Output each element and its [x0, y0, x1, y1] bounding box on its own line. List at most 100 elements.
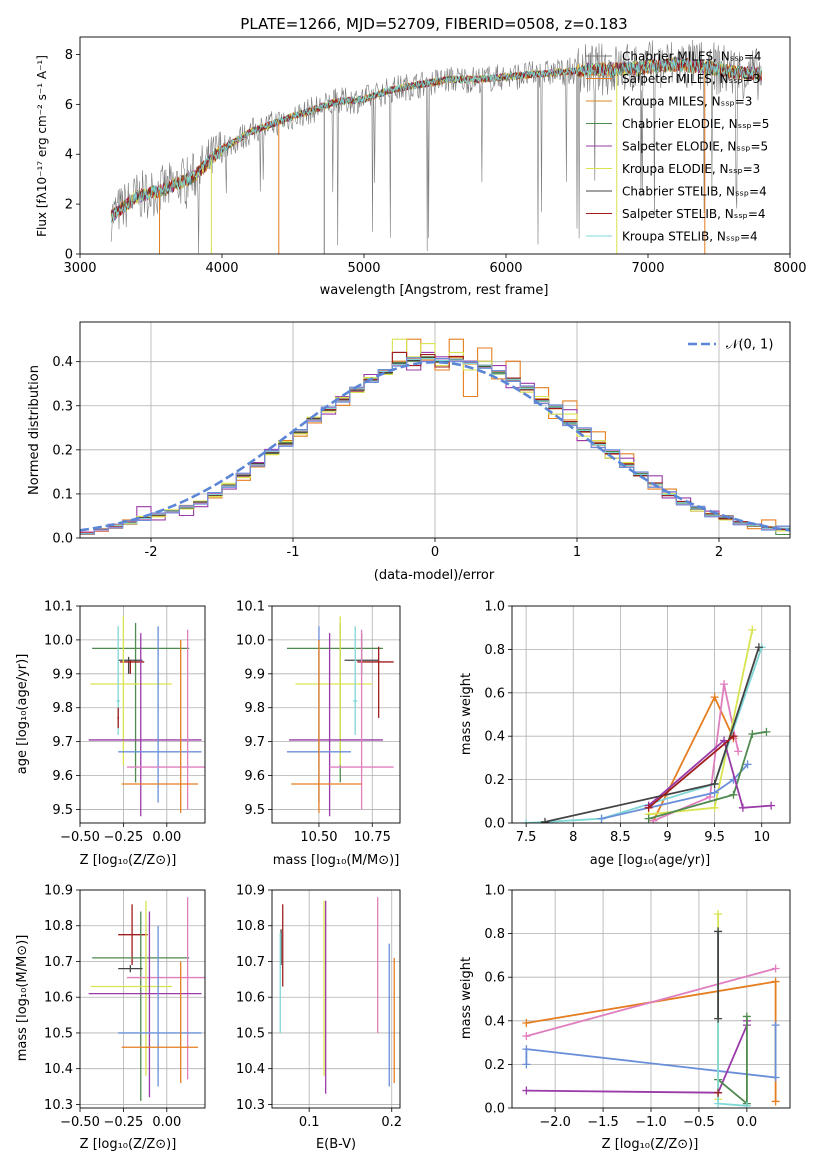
legend-label: Kroupa STELIB, Nₛₛₚ=4 — [622, 230, 758, 244]
mass-weight-marker — [540, 817, 549, 823]
axes-frame — [511, 889, 791, 1109]
y-tick-label: 0 — [65, 248, 73, 263]
y-tick-label: 10.3 — [44, 1098, 73, 1113]
x-tick-label: 0.0 — [737, 1115, 758, 1130]
errorbar-point — [118, 626, 202, 803]
y-tick-label: 4 — [65, 148, 73, 163]
y-tick-label: 0.3 — [52, 399, 73, 414]
errorbar-point — [118, 925, 202, 1087]
ageZ-ylabel: age [log₁₀(age/yr)] — [15, 654, 30, 775]
mass-weight-marker — [734, 747, 743, 756]
errorbar-point — [291, 639, 362, 813]
mass-vs-metallicity-panel: Z [log₁₀(Z/Z⊙)] mass [log₁₀(M/M⊙)] −0.50… — [15, 884, 206, 1152]
y-tick-label: 10.4 — [44, 1062, 73, 1077]
y-tick-label: 0.2 — [484, 1058, 505, 1073]
mass-weight-marker — [710, 803, 719, 812]
errorbar-point — [329, 629, 394, 810]
x-tick-label: 10.75 — [354, 830, 391, 845]
figure-title: PLATE=1266, MJD=52709, FIBERID=0508, z=0… — [240, 15, 627, 33]
legend-label: Chabrier MILES, Nₛₛₚ=4 — [622, 50, 762, 64]
mass-weight-marker — [738, 803, 747, 812]
ageM-xlabel: mass [log₁₀(M/M⊙)] — [273, 853, 400, 868]
y-tick-label: 10.0 — [44, 633, 73, 648]
y-tick-label: 9.8 — [244, 701, 265, 716]
y-tick-label: 8 — [65, 48, 73, 63]
errorbar-point — [118, 965, 143, 973]
mass-weight-marker — [710, 779, 719, 788]
mass-weight-marker — [743, 760, 752, 769]
y-tick-label: 10.0 — [236, 633, 265, 648]
mass-weight-marker — [710, 788, 719, 797]
mass-weight-marker — [771, 1073, 780, 1082]
x-tick-label: −0.5 — [683, 1115, 715, 1130]
x-tick-label: 6000 — [489, 261, 522, 276]
x-tick-label: 8 — [569, 830, 577, 845]
x-tick-label: 1 — [573, 545, 581, 560]
mass-weight-series — [717, 931, 747, 1107]
spectrum-xlabel: wavelength [Angstrom, rest frame] — [320, 283, 549, 298]
mass-weight-marker — [771, 964, 780, 973]
mass-weight-marker — [729, 732, 738, 741]
mass-weight-marker — [720, 680, 729, 689]
axes-frame — [79, 889, 206, 1109]
errorbar-point — [126, 897, 205, 1080]
errorbar-point — [88, 633, 202, 817]
x-tick-label: 8000 — [773, 261, 806, 276]
errorbar-point — [90, 616, 173, 766]
mass-weight-marker — [522, 819, 531, 823]
x-tick-label: −1.5 — [587, 1115, 619, 1130]
x-tick-label: 0.00 — [152, 1115, 181, 1130]
errorbar-point — [118, 904, 148, 966]
mass-weight-series — [648, 735, 735, 809]
mass-weight-marker — [597, 814, 606, 823]
mwAge-ylabel: mass weight — [459, 673, 474, 755]
mass-weight-marker — [710, 693, 719, 702]
plot-area — [80, 606, 205, 823]
x-tick-label: −0.25 — [103, 1115, 143, 1130]
x-tick-label: 9.5 — [704, 830, 725, 845]
mass-weight-marker — [522, 1045, 531, 1054]
mass-weight-marker — [714, 909, 723, 918]
errorbar-point — [353, 626, 358, 735]
y-tick-label: 10.7 — [44, 955, 73, 970]
y-tick-label: 10.3 — [236, 1098, 265, 1113]
mass-weight-vs-metallicity-panel: Z [log₁₀(Z/Z⊙)] mass weight −2.0 −1.5 −1.0… — [459, 884, 791, 1152]
mass-weight-marker — [771, 1097, 780, 1106]
x-tick-label: −0.25 — [103, 830, 143, 845]
mass-weight-marker — [644, 814, 653, 823]
x-tick-label: 9 — [663, 830, 671, 845]
x-tick-label: 10.50 — [300, 830, 337, 845]
mass-weight-series — [526, 967, 776, 1037]
legend-label: Chabrier STELIB, Nₛₛₚ=4 — [622, 185, 767, 199]
y-tick-label: 10.9 — [236, 884, 265, 899]
mass-weight-marker — [522, 1032, 531, 1041]
x-tick-label: 0 — [431, 545, 439, 560]
mass-weight-marker — [522, 1060, 531, 1069]
axes-frame — [271, 605, 401, 824]
gaussian-reference-curve — [80, 360, 790, 532]
y-tick-label: 1.0 — [484, 884, 505, 899]
y-tick-label: 0.4 — [52, 355, 73, 370]
errorbar-point — [117, 707, 120, 729]
errorbar-point — [121, 961, 199, 1083]
mass-weight-marker — [762, 727, 771, 736]
y-tick-label: 9.5 — [244, 803, 265, 818]
errorbar-point — [92, 911, 190, 1101]
mass-weight-series — [526, 646, 763, 823]
spectrum-legend: Chabrier MILES, Nₛₛₚ=4 Salpeter MILES, Nₛ… — [586, 50, 769, 244]
mass-weight-series — [544, 646, 760, 823]
errorbar-point — [357, 646, 394, 718]
legend-label: Chabrier ELODIE, Nₛₛₚ=5 — [622, 117, 769, 131]
y-tick-label: 9.9 — [52, 667, 73, 682]
y-tick-label: 10.5 — [44, 1026, 73, 1041]
mass-weight-marker — [714, 927, 723, 936]
legend-label: Salpeter ELODIE, Nₛₛₚ=5 — [622, 140, 768, 154]
plot-area — [272, 890, 400, 1108]
mass-weight-marker — [522, 1018, 531, 1027]
histogram-ylabel: Normed distribution — [27, 365, 42, 495]
y-tick-label: 2 — [65, 198, 73, 213]
massZ-ylabel: mass [log₁₀(M/M⊙)] — [15, 935, 30, 1062]
y-tick-label: 0.0 — [52, 532, 73, 547]
x-tick-label: 7000 — [631, 261, 664, 276]
